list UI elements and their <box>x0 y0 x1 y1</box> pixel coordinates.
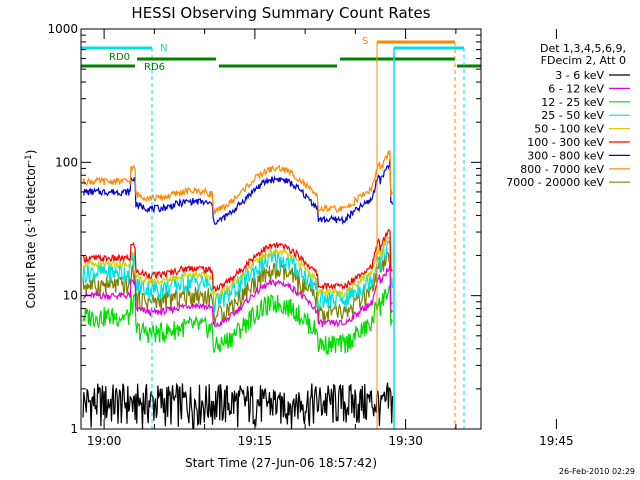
legend-entry-label: 25 - 50 keV <box>541 109 604 122</box>
y-tick-label: 1 <box>70 422 78 436</box>
legend-entry-label: 50 - 100 keV <box>534 123 604 136</box>
legend-entry-label: 7000 - 20000 keV <box>506 176 604 189</box>
y-tick-label: 1000 <box>47 22 78 36</box>
s-flag-label: S <box>362 36 368 47</box>
series-line-3-6-kev <box>82 382 394 430</box>
series-line-300-800-kev <box>82 158 394 226</box>
legend-entry-label: 300 - 800 keV <box>527 149 604 162</box>
series-line-100-300-kev <box>82 228 393 293</box>
y-tick-label: 100 <box>55 155 78 169</box>
rd0-label: RD0 <box>109 52 130 63</box>
y-axis-ticks: 1 10 100 1000 <box>47 22 481 436</box>
x-axis-label: Start Time (27-Jun-06 18:57:42) <box>185 456 377 470</box>
x-tick-label: 19:15 <box>238 434 273 448</box>
timestamp: 26-Feb-2010 02:29 <box>559 467 635 476</box>
series-line-800-7000-kev <box>82 150 394 215</box>
series-line-6-12-kev <box>82 262 394 328</box>
legend-header-1: Det 1,3,4,5,6,9, <box>540 42 626 55</box>
n-flag-label: N <box>160 43 167 54</box>
series-line-25-50-kev <box>82 237 394 313</box>
legend-header-2: FDecim 2, Att 0 <box>541 54 626 67</box>
x-tick-label: 19:00 <box>87 434 122 448</box>
legend-entry-label: 6 - 12 keV <box>548 82 604 95</box>
legend: Det 1,3,4,5,6,9,FDecim 2, Att 0 3 - 6 keV… <box>506 42 630 189</box>
x-tick-label: 19:45 <box>539 434 574 448</box>
legend-entry-label: 12 - 25 keV <box>541 96 604 109</box>
series-line-12-25-kev <box>82 284 393 355</box>
plot-frame <box>80 28 482 430</box>
flags-layer: N RD0 RD6 S <box>81 36 481 429</box>
chart-title: HESSI Observing Summary Count Rates <box>131 4 430 22</box>
x-tick-label: 19:30 <box>388 434 423 448</box>
y-tick-label: 10 <box>63 289 78 303</box>
series-layer <box>82 150 394 430</box>
series-line-7000-20000-kev <box>82 251 394 325</box>
series-line-50-100-kev <box>82 236 394 300</box>
legend-entry-label: 800 - 7000 keV <box>520 163 604 176</box>
rd6-label: RD6 <box>144 62 165 73</box>
legend-entry-label: 3 - 6 keV <box>555 69 604 82</box>
legend-entry-label: 100 - 300 keV <box>527 136 604 149</box>
y-axis-label: Count Rate (s-1 detector-1) <box>24 150 38 309</box>
